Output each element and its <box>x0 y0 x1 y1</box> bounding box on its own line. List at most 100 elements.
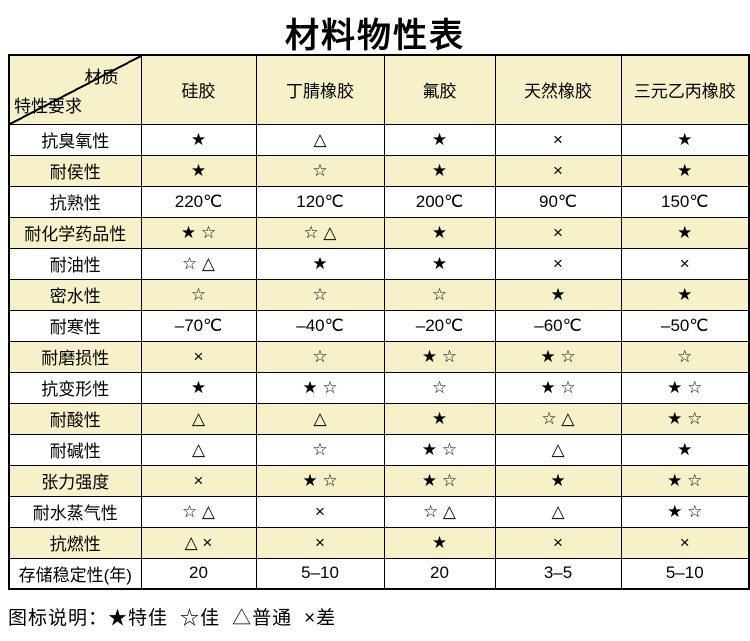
column-header: 氟胶 <box>383 54 496 125</box>
value-cell: ☆ △ <box>383 495 496 528</box>
value-cell: × <box>620 526 750 559</box>
row-label: 抗熟性 <box>8 185 142 218</box>
legend-item-label: 佳 <box>200 608 221 629</box>
value-cell: △ <box>140 433 257 466</box>
value-cell: ☆ <box>255 278 385 311</box>
value-cell: ★ <box>620 154 750 187</box>
value-cell: ★ <box>620 278 750 311</box>
value-cell: ★ ☆ <box>140 216 257 249</box>
value-cell: ★ ☆ <box>383 433 496 466</box>
value-cell: ★ <box>140 123 257 156</box>
page-title: 材料物性表 <box>285 17 465 55</box>
row-label: 抗变形性 <box>8 371 142 404</box>
triangle-icon: △ <box>232 608 253 629</box>
table-row: 耐水蒸气性 ☆ △ × ☆ △ △ ★ ☆ <box>8 495 750 528</box>
value-cell: 200℃ <box>383 185 496 218</box>
value-cell: ★ <box>383 402 496 435</box>
value-cell: ★ <box>494 464 622 497</box>
value-cell: × <box>140 340 257 373</box>
row-label: 耐碱性 <box>8 433 142 466</box>
value-cell: ★ ☆ <box>620 464 750 497</box>
value-cell: ★ <box>383 154 496 187</box>
value-cell: ☆ △ <box>140 495 257 528</box>
value-cell: ★ <box>494 278 622 311</box>
value-cell: –50℃ <box>620 309 750 342</box>
value-cell: 150℃ <box>620 185 750 218</box>
value-cell: △ × <box>140 526 257 559</box>
table-row: 耐磨损性 × ☆ ★ ☆ ★ ☆ ☆ <box>8 340 750 373</box>
value-cell: ★ <box>140 154 257 187</box>
value-cell: ★ ☆ <box>255 371 385 404</box>
value-cell: × <box>494 154 622 187</box>
table-row: 抗变形性 ★ ★ ☆ ☆ ★ ☆ ★ ☆ <box>8 371 750 404</box>
value-cell: ★ <box>255 247 385 280</box>
value-cell: ★ <box>620 123 750 156</box>
value-cell: ★ ☆ <box>620 371 750 404</box>
row-label: 耐油性 <box>8 247 142 280</box>
value-cell: 3–5 <box>494 557 622 590</box>
column-header: 丁腈橡胶 <box>255 54 385 125</box>
column-header: 硅胶 <box>140 54 257 125</box>
value-cell: × <box>494 526 622 559</box>
table-row: 耐寒性 –70℃ –40℃ –20℃ –60℃ –50℃ <box>8 309 750 342</box>
value-cell: ★ ☆ <box>255 464 385 497</box>
table-row: 耐油性 ☆ △ ★ ★ × × <box>8 247 750 280</box>
legend-item-poor: ×差 <box>304 608 336 629</box>
row-label: 耐酸性 <box>8 402 142 435</box>
table-row: 耐侯性 ★ ☆ ★ × ★ <box>8 154 750 187</box>
table-row: 耐碱性 △ ☆ ★ ☆ △ ★ <box>8 433 750 466</box>
value-cell: × <box>255 495 385 528</box>
table-row: 抗燃性 △ × × ★ × × <box>8 526 750 559</box>
legend: 图标说明：★特佳 ☆佳 △普通 ×差 <box>8 603 750 630</box>
corner-label-property: 特性要求 <box>14 96 82 116</box>
value-cell: ★ ☆ <box>620 402 750 435</box>
value-cell: ☆ <box>255 433 385 466</box>
value-cell: ☆ △ <box>140 247 257 280</box>
row-label: 耐化学药品性 <box>8 216 142 249</box>
value-cell: ☆ △ <box>255 216 385 249</box>
value-cell: 90℃ <box>494 185 622 218</box>
corner-label-material: 材质 <box>84 68 119 87</box>
value-cell: △ <box>494 495 622 528</box>
table-row: 存储稳定性(年) 20 5–10 20 3–5 5–10 <box>8 557 750 590</box>
table-row: 耐化学药品性 ★ ☆ ☆ △ ★ × ★ <box>8 216 750 249</box>
value-cell: –20℃ <box>383 309 496 342</box>
legend-item-label: 普通 <box>252 608 293 629</box>
value-cell: ★ <box>383 247 496 280</box>
corner-cell: 材质 特性要求 <box>8 54 142 125</box>
value-cell: ★ <box>140 371 257 404</box>
value-cell: △ <box>140 402 257 435</box>
value-cell: ★ <box>383 216 496 249</box>
filled-star-icon: ★ <box>108 608 129 629</box>
table-row: 密水性 ☆ ☆ ☆ ★ ★ <box>8 278 750 311</box>
row-label: 耐侯性 <box>8 154 142 187</box>
legend-item-label: 特佳 <box>128 608 169 629</box>
value-cell: ☆ <box>255 154 385 187</box>
value-cell: △ <box>494 433 622 466</box>
value-cell: × <box>494 123 622 156</box>
column-header: 三元乙丙橡胶 <box>620 54 750 125</box>
value-cell: ★ <box>383 526 496 559</box>
value-cell: ★ <box>620 433 750 466</box>
value-cell: × <box>140 464 257 497</box>
table-row: 抗臭氧性 ★ △ ★ × ★ <box>8 123 750 156</box>
value-cell: 120℃ <box>255 185 385 218</box>
value-cell: △ <box>255 402 385 435</box>
value-cell: × <box>494 216 622 249</box>
row-label: 抗燃性 <box>8 526 142 559</box>
value-cell: –70℃ <box>140 309 257 342</box>
value-cell: × <box>494 247 622 280</box>
value-cell: ★ ☆ <box>383 464 496 497</box>
value-cell: ☆ <box>255 340 385 373</box>
legend-item-excellent: ★特佳 <box>108 608 168 629</box>
legend-item-label: 差 <box>316 608 337 629</box>
outline-star-icon: ☆ <box>180 608 201 629</box>
value-cell: 5–10 <box>620 557 750 590</box>
properties-table: 材质 特性要求 硅胶 丁腈橡胶 氟胶 天然橡胶 三元乙丙橡胶 抗臭氧性 ★ △ ★ × ★ 耐侯性 ★… <box>8 54 750 590</box>
legend-item-average: △普通 <box>232 608 292 629</box>
table-body: 抗臭氧性 ★ △ ★ × ★ 耐侯性 ★ ☆ ★ × ★ 抗熟性 220℃ 120℃ 200℃ 90℃ 150℃ 耐… <box>8 123 750 590</box>
value-cell: –40℃ <box>255 309 385 342</box>
table-row: 耐酸性 △ △ ★ ☆ △ ★ ☆ <box>8 402 750 435</box>
header-row: 材质 特性要求 硅胶 丁腈橡胶 氟胶 天然橡胶 三元乙丙橡胶 <box>8 54 750 125</box>
value-cell: ★ ☆ <box>494 371 622 404</box>
